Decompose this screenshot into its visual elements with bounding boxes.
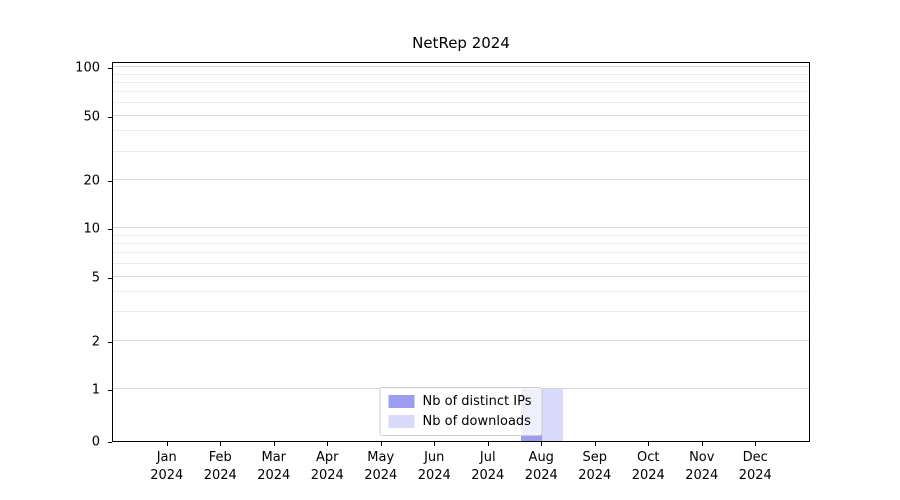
x-tick-mark <box>701 442 703 446</box>
x-tick-label-aug: Aug 2024 <box>525 449 558 484</box>
y-tick-mark <box>108 229 112 231</box>
year-label: 2024 <box>364 467 398 483</box>
x-tick-mark <box>166 442 168 446</box>
y-tick-mark <box>108 442 112 443</box>
legend: Nb of distinct IPs Nb of downloads <box>379 387 543 436</box>
gridline-minor <box>113 234 809 236</box>
x-tick-label-feb: Feb 2024 <box>204 449 237 484</box>
x-tick-label-mar: Mar 2024 <box>257 449 290 484</box>
month-label: May <box>367 450 395 465</box>
y-tick-label: 5 <box>91 270 100 286</box>
x-tick-label-nov: Nov 2024 <box>685 449 718 484</box>
year-label: 2024 <box>631 467 665 483</box>
year-label: 2024 <box>310 467 344 483</box>
bar-nb-of-downloads-aug <box>542 388 564 441</box>
year-label: 2024 <box>150 467 184 483</box>
year-label: 2024 <box>738 467 772 483</box>
chart-title: NetRep 2024 <box>412 34 510 52</box>
month-label: Dec <box>742 450 768 465</box>
month-label: Feb <box>208 450 232 465</box>
year-label: 2024 <box>203 467 237 483</box>
y-tick-label: 1 <box>91 382 100 398</box>
gridline-minor <box>113 130 809 132</box>
gridline-minor <box>113 242 809 244</box>
gridline-major <box>113 178 809 180</box>
month-label: Nov <box>689 450 715 465</box>
x-tick-mark <box>273 442 275 446</box>
y-tick-mark <box>108 68 112 70</box>
gridline-major <box>113 275 809 277</box>
year-label: 2024 <box>685 467 719 483</box>
year-label: 2024 <box>524 467 558 483</box>
x-tick-label-sep: Sep 2024 <box>578 449 611 484</box>
month-label: Apr <box>316 450 339 465</box>
gridline-minor <box>113 73 809 75</box>
y-tick-label: 20 <box>83 173 100 189</box>
x-tick-mark <box>380 442 382 446</box>
gridline-minor <box>113 252 809 254</box>
gridline-minor <box>113 82 809 84</box>
y-tick-label: 50 <box>83 109 100 125</box>
x-tick-mark <box>327 442 329 446</box>
x-tick-mark <box>594 442 596 446</box>
gridline-major <box>113 339 809 341</box>
legend-entry: Nb of distinct IPs <box>388 394 532 409</box>
legend-entry: Nb of downloads <box>388 414 532 429</box>
x-tick-mark <box>220 442 222 446</box>
month-label: Mar <box>261 450 287 465</box>
x-tick-label-apr: Apr 2024 <box>311 449 344 484</box>
y-tick-mark <box>108 116 112 118</box>
x-tick-label-oct: Oct 2024 <box>632 449 665 484</box>
month-label: Oct <box>637 450 660 465</box>
month-label: Aug <box>528 450 554 465</box>
gridline-minor <box>113 262 809 264</box>
gridline-minor <box>113 291 809 293</box>
gridline-minor <box>113 311 809 313</box>
month-label: Jul <box>479 450 496 465</box>
x-axis: Jan 2024 Feb 2024 Mar 2024 Apr 2024 May 2024 Jun 20… <box>112 442 810 488</box>
x-tick-label-jan: Jan 2024 <box>150 449 183 484</box>
gridline-minor <box>113 102 809 104</box>
x-tick-mark <box>541 442 543 446</box>
x-tick-mark <box>434 442 436 446</box>
y-tick-label: 100 <box>75 60 100 76</box>
month-label: Jun <box>424 450 445 465</box>
gridline-major <box>113 114 809 116</box>
y-tick-mark <box>108 341 112 343</box>
legend-label: Nb of downloads <box>422 414 531 429</box>
year-label: 2024 <box>471 467 505 483</box>
gridline-minor <box>113 91 809 93</box>
legend-swatch <box>388 415 415 428</box>
x-tick-label-may: May 2024 <box>364 449 397 484</box>
gridline-minor <box>113 150 809 152</box>
y-tick-label: 0 <box>91 434 100 450</box>
month-label: Jan <box>156 450 177 465</box>
legend-swatch <box>388 395 415 408</box>
year-label: 2024 <box>578 467 612 483</box>
x-tick-mark <box>755 442 757 446</box>
y-tick-mark <box>108 277 112 279</box>
year-label: 2024 <box>257 467 291 483</box>
y-tick-mark <box>108 389 112 391</box>
y-tick-label: 2 <box>91 334 100 350</box>
x-tick-mark <box>648 442 650 446</box>
legend-label: Nb of distinct IPs <box>422 394 532 409</box>
month-label: Sep <box>582 450 607 465</box>
x-tick-mark <box>487 442 489 446</box>
gridline-major <box>113 66 809 68</box>
y-tick-label: 10 <box>83 221 100 237</box>
y-tick-mark <box>108 180 112 182</box>
gridline-major <box>113 227 809 229</box>
x-tick-label-dec: Dec 2024 <box>739 449 772 484</box>
y-axis: 0 1 2 5 10 20 50 100 <box>0 60 112 450</box>
plot-area: Nb of distinct IPs Nb of downloads <box>112 62 810 442</box>
year-label: 2024 <box>417 467 451 483</box>
x-tick-label-jun: Jun 2024 <box>418 449 451 484</box>
x-tick-label-jul: Jul 2024 <box>471 449 504 484</box>
